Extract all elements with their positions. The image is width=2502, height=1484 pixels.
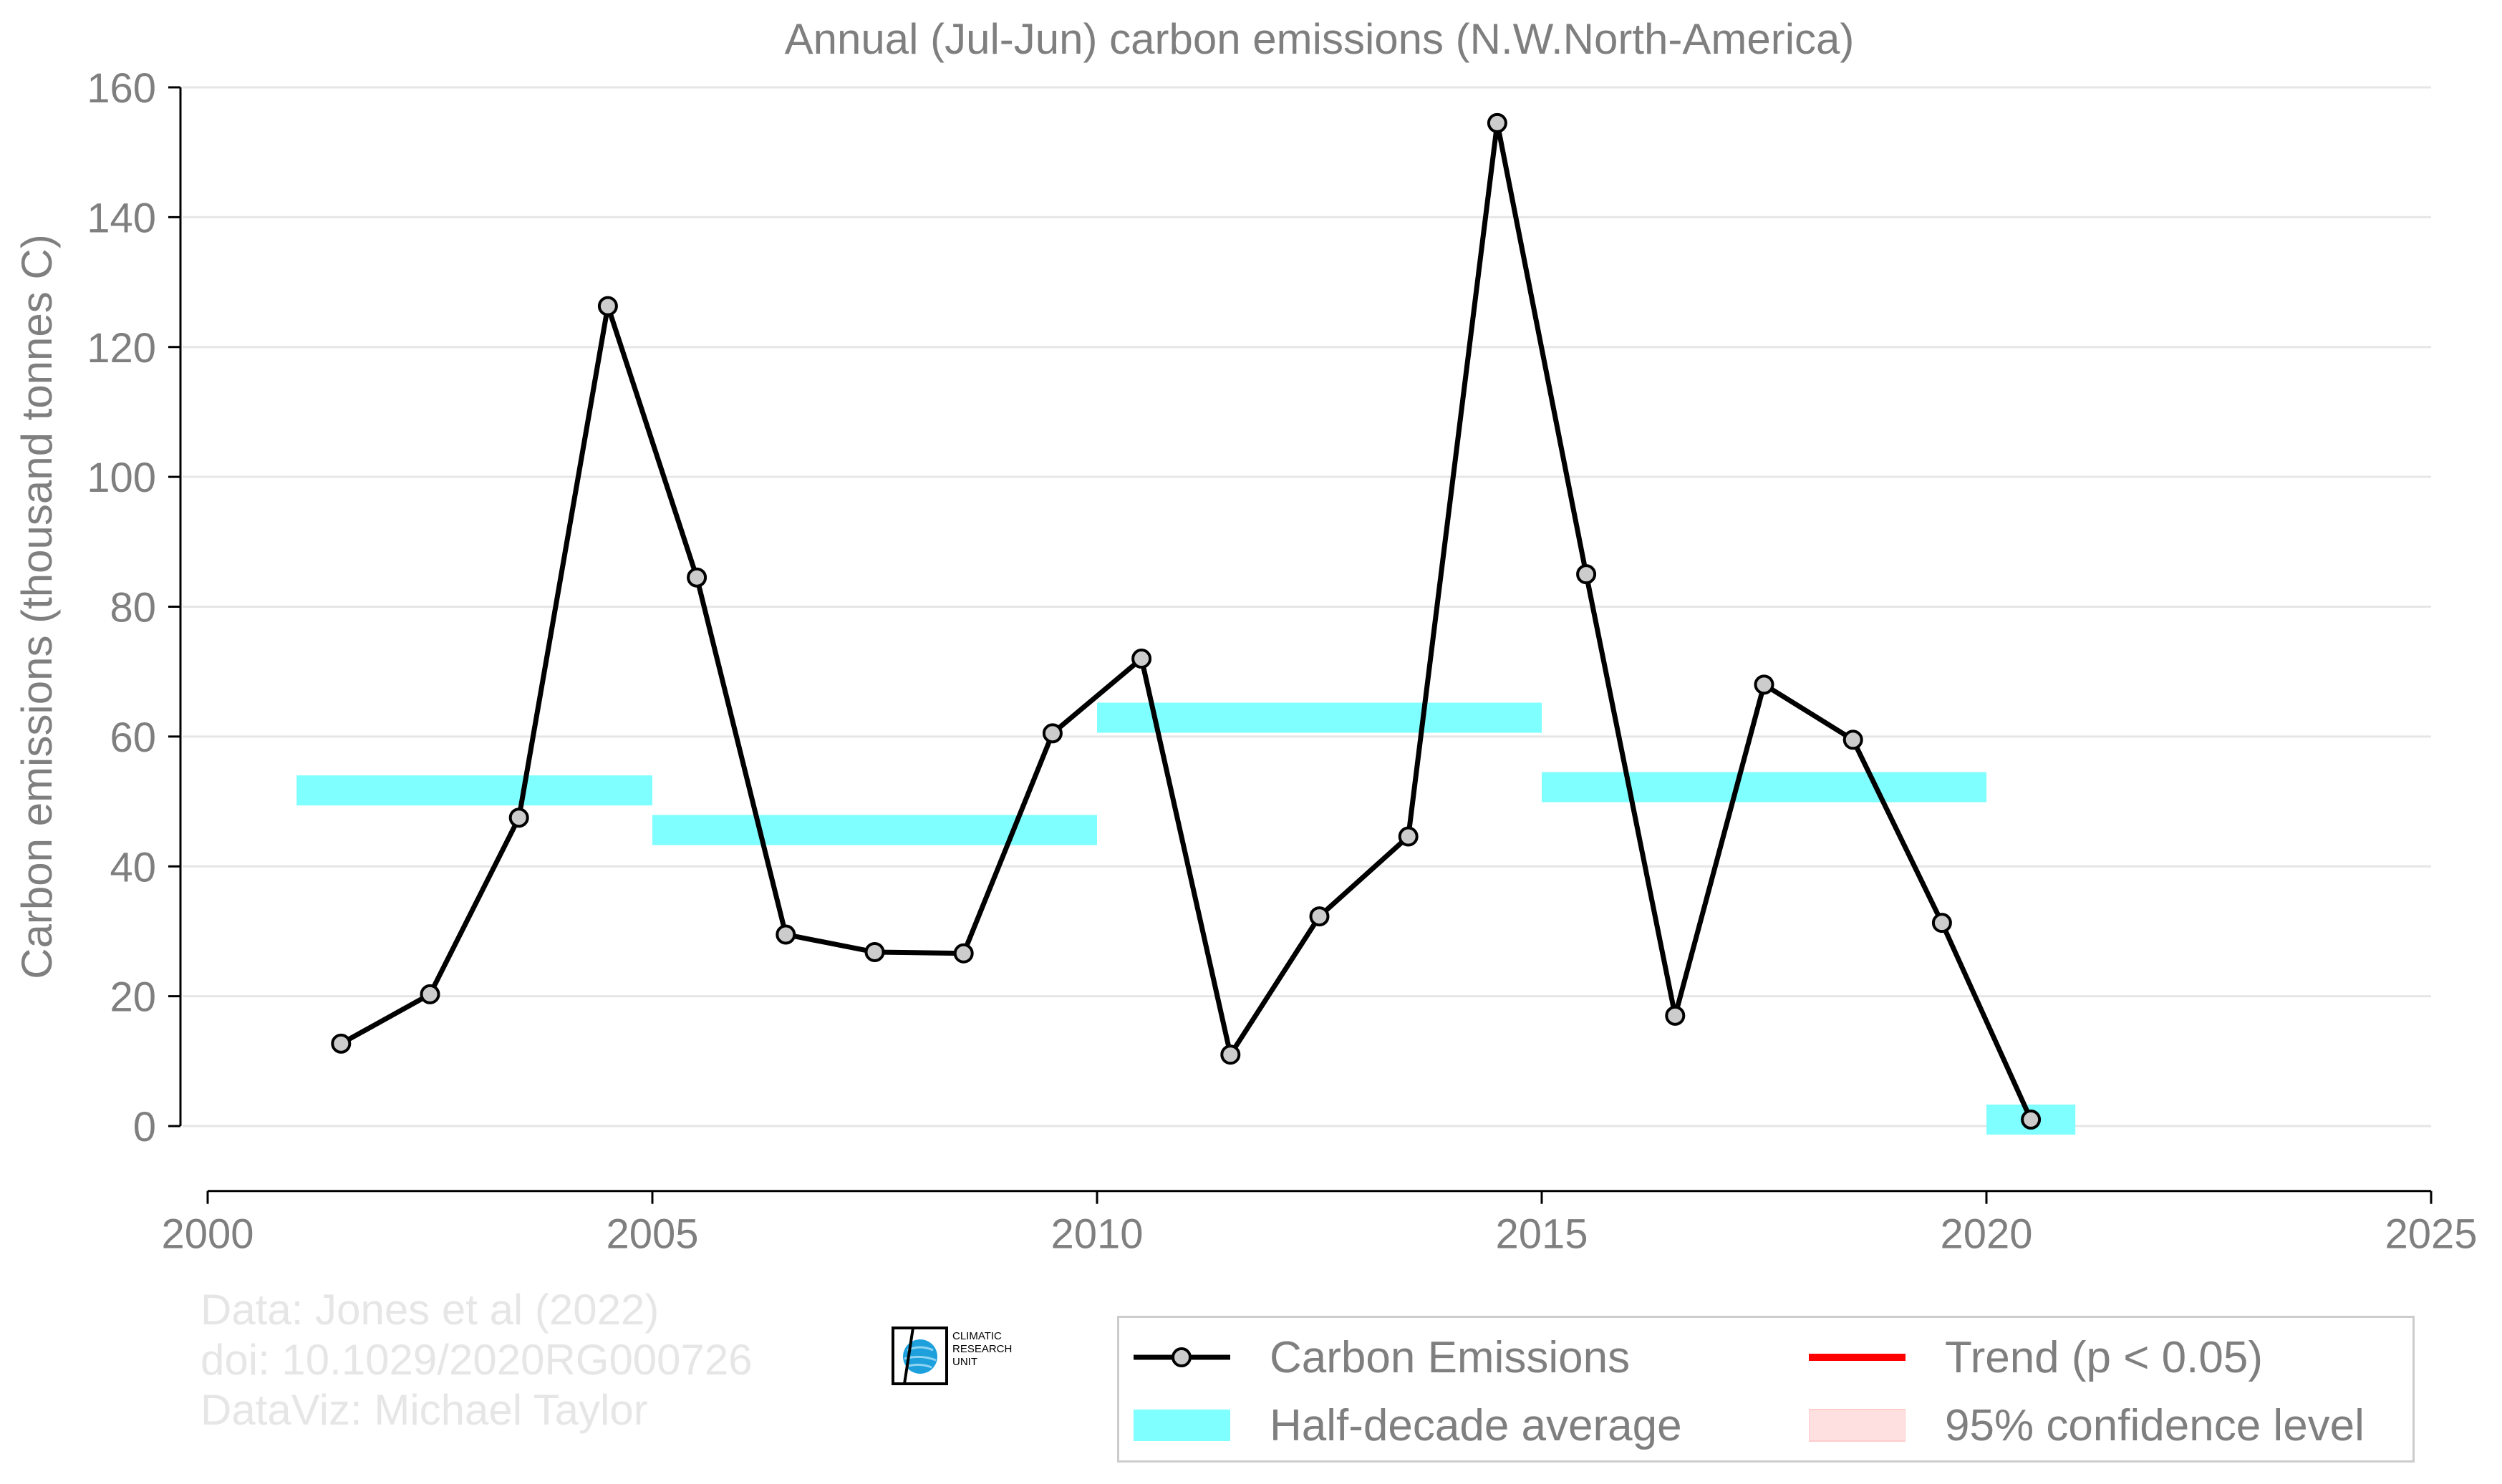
y-tick-label: 80 [110,585,156,631]
half-decade-average-bar [652,815,1097,845]
data-point [1665,1005,1686,1026]
legend-item-confidence-level: 95% confidence level [1809,1397,2365,1454]
x-tick-label: 2015 [1495,1211,1588,1258]
data-point [420,984,440,1004]
legend-label-carbon-emissions: Carbon Emissions [1270,1332,1631,1382]
data-point [597,296,618,316]
cru-logo: CLIMATIC RESEARCH UNIT [892,1324,1035,1389]
half-decade-average-bar [1097,702,1542,733]
legend-cyan-band-swatch [1134,1410,1230,1441]
data-point [687,567,707,588]
data-point [1220,1044,1241,1065]
y-tick-label: 20 [110,974,156,1021]
half-decade-average-bar [1542,772,1986,802]
globe-icon [892,1327,948,1385]
chart-title: Annual (Jul-Jun) carbon emissions (N.W.N… [785,15,1855,63]
logo-text: CLIMATIC RESEARCH UNIT [952,1330,1012,1369]
data-point [1131,649,1152,669]
data-point [2021,1109,2042,1130]
data-point [1309,906,1330,927]
y-tick-label: 140 [87,195,156,241]
y-tick-label: 120 [87,325,156,372]
y-tick-label: 160 [87,65,156,112]
data-credits: Data: Jones et al (2022) doi: 10.1029/20… [201,1285,753,1435]
legend-item-half-decade-average: Half-decade average [1134,1397,1682,1454]
legend-label-trend: Trend (p < 0.05) [1945,1332,2263,1382]
legend-pink-band-swatch [1809,1409,1906,1442]
half-decade-average-bar [296,775,652,806]
chart-legend: Carbon Emissions Trend (p < 0.05) Half-d… [1117,1316,2415,1463]
data-point [864,941,885,962]
data-point [1842,729,1863,750]
y-tick-label: 60 [110,714,156,761]
data-point [1576,564,1597,585]
logo-line-1: CLIMATIC [952,1330,1002,1342]
data-point [776,924,796,945]
legend-label-confidence-level: 95% confidence level [1945,1400,2365,1450]
data-point [1931,913,1952,933]
x-tick-label: 2020 [1940,1211,2032,1258]
y-tick-label: 40 [110,844,156,891]
legend-line-marker-swatch [1134,1347,1230,1367]
legend-item-carbon-emissions: Carbon Emissions [1134,1329,1630,1386]
data-point [1042,723,1063,744]
legend-label-half-decade-average: Half-decade average [1270,1400,1682,1450]
x-tick-label: 2025 [2385,1211,2477,1258]
data-point [1487,112,1507,133]
data-point [331,1033,352,1054]
credits-doi: doi: 10.1029/2020RG000726 [201,1336,753,1384]
y-tick-label: 100 [87,455,156,501]
y-tick-label: 0 [133,1104,156,1150]
logo-line-2: RESEARCH [952,1343,1013,1355]
carbon-emissions-line [339,120,2034,1121]
y-axis-label: Carbon emissions (thousand tonnes C) [13,234,61,979]
data-point [953,943,974,964]
data-point [1398,826,1419,847]
x-tick-label: 2010 [1050,1211,1143,1258]
legend-item-trend: Trend (p < 0.05) [1809,1329,2263,1386]
x-tick-label: 2005 [606,1211,698,1258]
credits-data-source: Data: Jones et al (2022) [201,1286,660,1334]
x-tick-label: 2000 [161,1211,253,1258]
logo-line-3: UNIT [952,1356,977,1368]
credits-dataviz: DataViz: Michael Taylor [201,1386,648,1434]
legend-red-line-swatch [1809,1354,1906,1361]
data-point [508,808,529,828]
data-point [1754,674,1774,695]
